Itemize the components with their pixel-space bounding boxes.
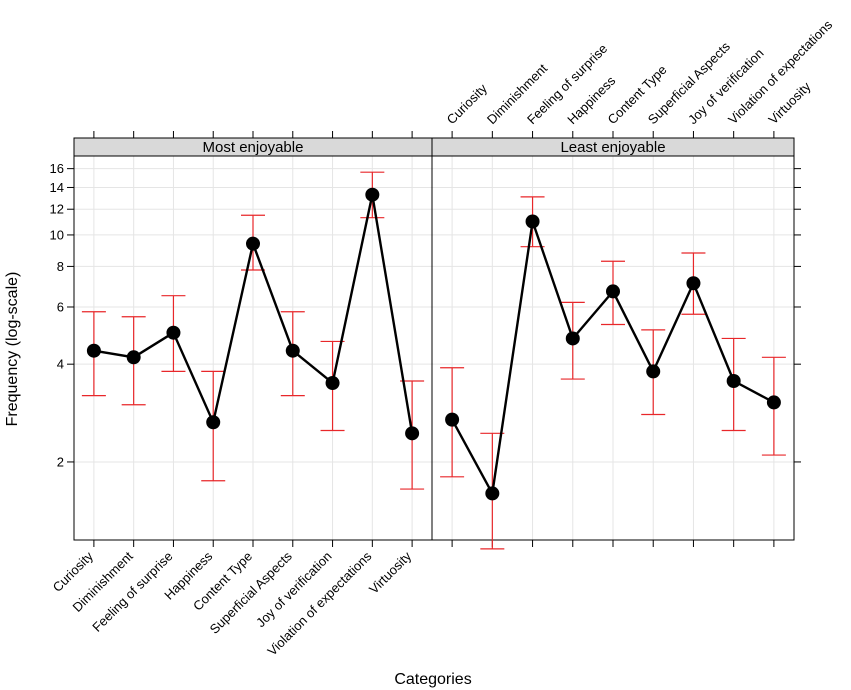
panel-strip-label: Most enjoyable (203, 139, 304, 156)
data-point-least (485, 486, 500, 501)
axis-ticks (67, 131, 801, 547)
data-point-most (86, 343, 101, 358)
data-point-least (606, 284, 620, 299)
y-tick-label: 10 (50, 227, 64, 242)
y-tick-label: 2 (57, 454, 64, 469)
y-tick-label: 8 (57, 259, 64, 274)
data-point-least (686, 276, 701, 291)
panel-frames (73, 137, 795, 541)
data-point-most (285, 343, 300, 358)
y-tick-label: 14 (50, 180, 64, 195)
data-layer (81, 171, 786, 550)
data-point-most (126, 350, 141, 365)
data-point-most (405, 426, 420, 441)
y-axis-title: Frequency (log-scale) (4, 272, 21, 427)
data-point-most (365, 187, 380, 202)
data-point-most (206, 415, 221, 430)
data-point-least (766, 395, 781, 410)
data-point-most (166, 325, 181, 340)
y-tick-label: 16 (50, 161, 64, 176)
grid-layer (74, 156, 794, 540)
x-axis-title: Categories (394, 671, 471, 688)
y-tick-label: 6 (57, 299, 64, 314)
data-point-most (246, 236, 260, 251)
x-tick-label-bottom: Virtuosity (366, 548, 415, 597)
data-point-least (726, 374, 741, 389)
y-tick-label: 4 (57, 357, 64, 372)
panel-strip-label: Least enjoyable (560, 139, 665, 156)
y-tick-label: 12 (50, 202, 64, 217)
data-point-least (646, 364, 661, 379)
x-tick-label-top: Curiosity (444, 80, 491, 127)
data-point-least (445, 412, 460, 427)
data-point-most (325, 376, 340, 391)
data-point-least (565, 331, 580, 346)
data-point-least (525, 214, 540, 229)
